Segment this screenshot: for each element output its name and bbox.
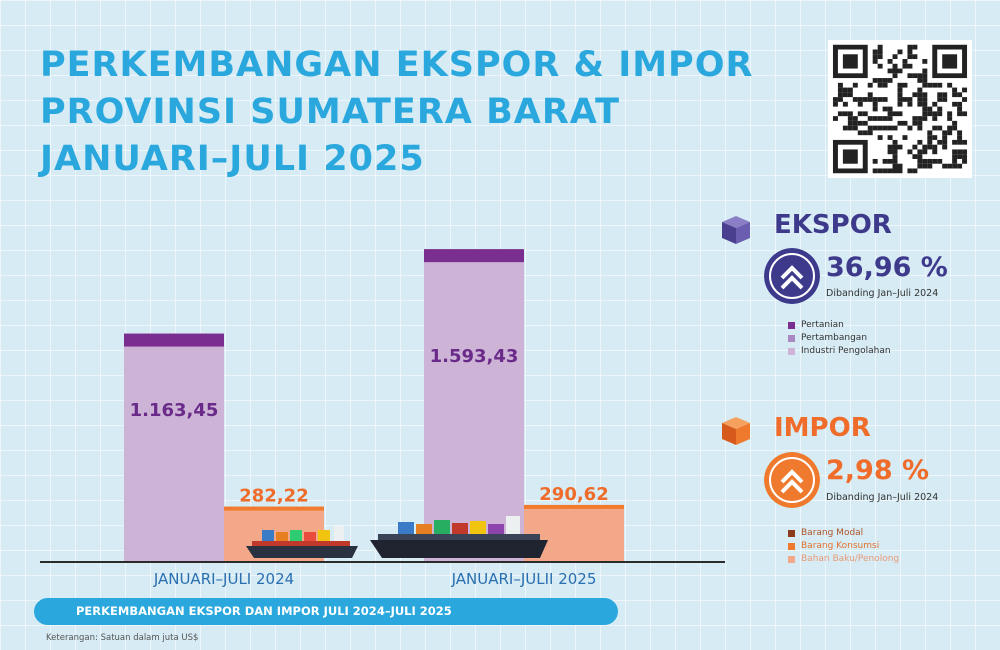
cargo-ship-small-icon bbox=[246, 526, 358, 558]
category-label: JANUARI–JULI 2024 bbox=[153, 570, 294, 588]
ekspor-legend: Pertanian Pertambangan Industri Pengolah… bbox=[788, 319, 891, 358]
legend-label: Barang Modal bbox=[801, 528, 864, 538]
impor-bar-top-segment bbox=[524, 504, 624, 509]
legend-item-pertanian: Pertanian bbox=[788, 319, 891, 332]
title-line-2: PROVINSI SUMATERA BARAT bbox=[40, 92, 621, 132]
legend-item-barang-konsumsi: Barang Konsumsi bbox=[788, 540, 899, 553]
impor-value-label: 282,22 bbox=[239, 486, 308, 507]
title-line-3: JANUARI–JULI 2025 bbox=[40, 139, 425, 179]
ekspor-value-label: 1.593,43 bbox=[430, 346, 519, 367]
impor-bar-top-segment bbox=[224, 506, 324, 511]
title-line-1: PERKEMBANGAN EKSPOR & IMPOR bbox=[40, 45, 754, 85]
legend-swatch bbox=[788, 322, 795, 329]
legend-label: Bahan Baku/Penolong bbox=[801, 554, 900, 564]
impor-heading: IMPOR bbox=[774, 413, 871, 443]
ekspor-compare-text: Dibanding Jan–Juli 2024 bbox=[826, 288, 939, 299]
footer-banner: PERKEMBANGAN EKSPOR DAN IMPOR JULI 2024–… bbox=[34, 598, 618, 625]
ekspor-value-label: 1.163,45 bbox=[130, 400, 219, 421]
impor-value-label: 290,62 bbox=[539, 484, 608, 505]
ekspor-bar bbox=[124, 333, 224, 562]
legend-label: Pertanian bbox=[801, 320, 844, 330]
ekspor-bar bbox=[424, 249, 524, 562]
legend-item-bahan-baku: Bahan Baku/Penolong bbox=[788, 553, 899, 566]
page-title: PERKEMBANGAN EKSPOR & IMPOR PROVINSI SUM… bbox=[40, 42, 753, 183]
impor-legend: Barang Modal Barang Konsumsi Bahan Baku/… bbox=[788, 527, 899, 566]
legend-label: Barang Konsumsi bbox=[801, 541, 880, 551]
legend-swatch bbox=[788, 530, 795, 537]
legend-item-industri: Industri Pengolahan bbox=[788, 345, 891, 358]
ekspor-bar-top-segment bbox=[124, 333, 224, 347]
legend-item-pertambangan: Pertambangan bbox=[788, 332, 891, 345]
qr-code-icon[interactable] bbox=[828, 40, 972, 178]
ekspor-change: 36,96 % bbox=[826, 252, 948, 283]
category-label: JANUARI–JULII 2025 bbox=[451, 570, 597, 588]
ekspor-heading: EKSPOR bbox=[774, 210, 892, 240]
legend-item-barang-modal: Barang Modal bbox=[788, 527, 899, 540]
container-icon bbox=[722, 417, 750, 445]
legend-label: Industri Pengolahan bbox=[801, 346, 891, 356]
legend-swatch bbox=[788, 348, 795, 355]
double-chevron-up-icon bbox=[764, 248, 820, 304]
double-chevron-up-icon bbox=[764, 452, 820, 508]
impor-compare-text: Dibanding Jan–Juli 2024 bbox=[826, 492, 939, 503]
legend-label: Pertambangan bbox=[801, 333, 868, 343]
cargo-ship-large-icon bbox=[370, 516, 548, 558]
container-icon bbox=[722, 216, 750, 244]
unit-note: Keterangan: Satuan dalam juta US$ bbox=[46, 633, 199, 643]
impor-change: 2,98 % bbox=[826, 455, 930, 486]
legend-swatch bbox=[788, 335, 795, 342]
legend-swatch bbox=[788, 556, 795, 563]
legend-swatch bbox=[788, 543, 795, 550]
ekspor-bar-top-segment bbox=[424, 249, 524, 263]
